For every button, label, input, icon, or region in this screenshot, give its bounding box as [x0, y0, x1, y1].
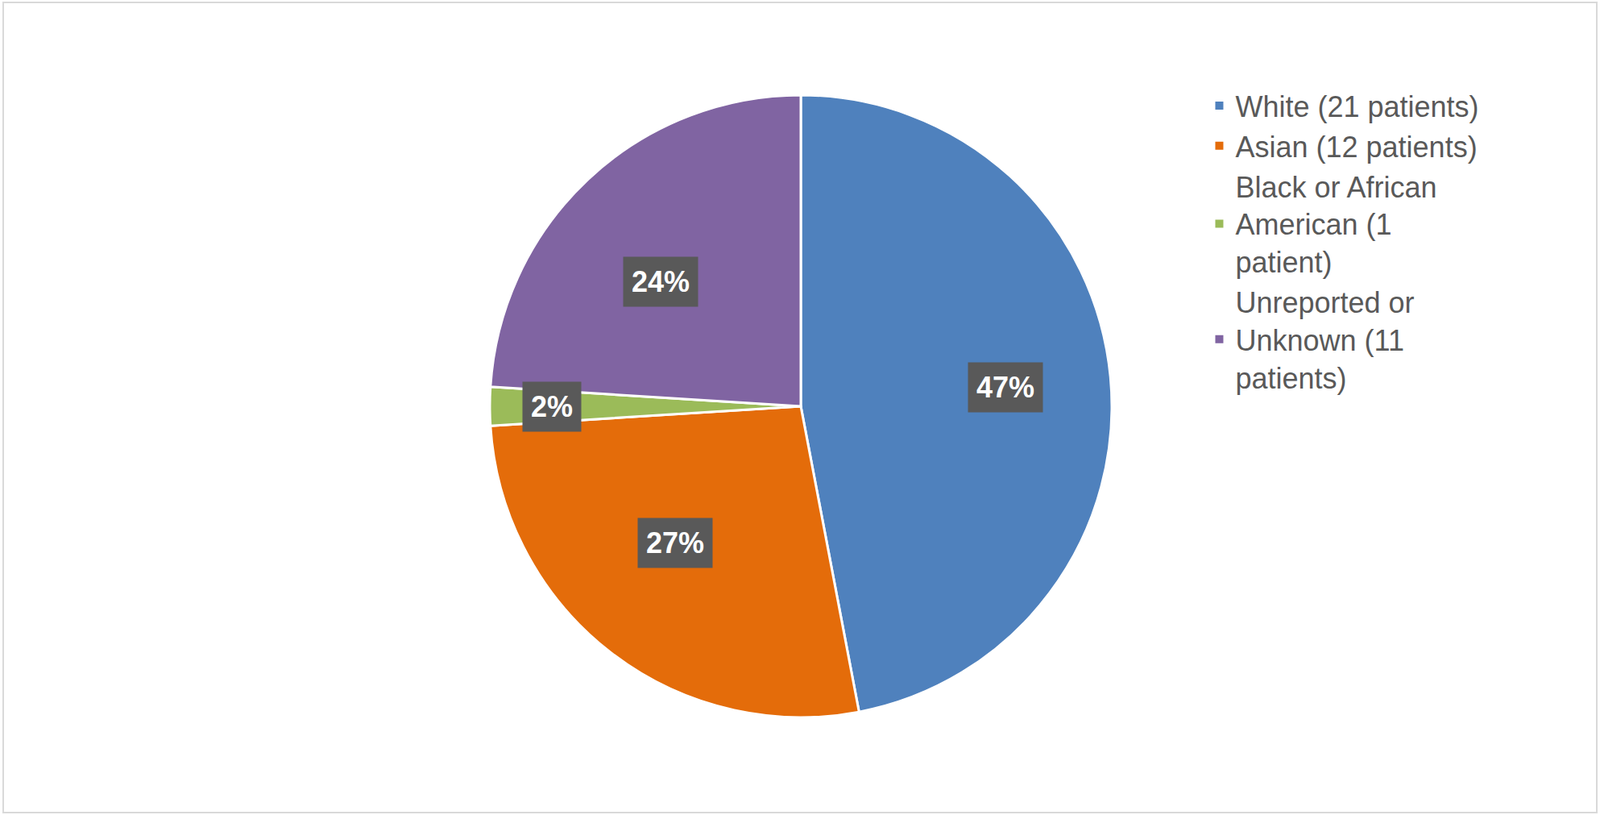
svg-text:47%: 47% — [976, 370, 1035, 404]
svg-text:24%: 24% — [631, 265, 690, 299]
svg-text:Black or AfricanAmerican (1pat: Black or AfricanAmerican (1patient) — [1235, 170, 1437, 280]
svg-text:White (21 patients): White (21 patients) — [1235, 90, 1479, 124]
svg-text:2%: 2% — [530, 389, 573, 423]
svg-text:27%: 27% — [646, 526, 705, 560]
svg-text:Unreported orUnknown (11patien: Unreported orUnknown (11patients) — [1235, 286, 1414, 395]
svg-text:Asian (12 patients): Asian (12 patients) — [1235, 130, 1477, 164]
